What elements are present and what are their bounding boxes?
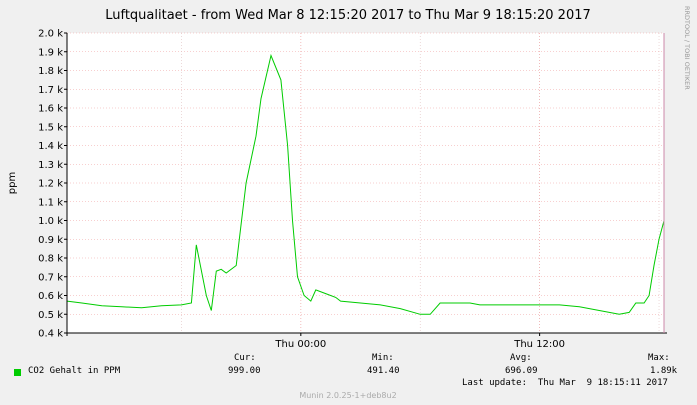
legend-max-value: 1.89k [650, 366, 678, 376]
legend-header-min: Min: [372, 353, 394, 363]
series-line [66, 53, 665, 315]
y-tick-label: 1.3 k [38, 160, 63, 171]
y-tick-label: 1.9 k [38, 47, 63, 58]
y-tick-label: 2.0 k [38, 29, 63, 40]
side-label: RRDTOOL / TOBI OETIKER [683, 6, 691, 90]
y-tick-label: 1.1 k [38, 197, 63, 208]
legend-color-swatch [14, 369, 21, 376]
y-tick-label: 0.5 k [38, 310, 63, 321]
y-axis: 0.4 k 0.5 k 0.6 k 0.7 k 0.8 k 0.9 k 1.0 k 1.1 k… [38, 29, 67, 340]
legend-cur-value: 999.00 [228, 366, 261, 376]
y-tick-label: 1.7 k [38, 85, 63, 96]
axes [66, 33, 667, 336]
y-tick-label: 0.4 k [38, 329, 63, 340]
y-tick-label: 1.6 k [38, 104, 63, 115]
legend-header-max: Max: [648, 353, 670, 363]
x-tick-label: Thu 12:00 [513, 339, 565, 350]
legend-avg-value: 696.09 [505, 366, 538, 376]
series-layer [66, 53, 665, 315]
y-tick-label: 1.8 k [38, 66, 63, 77]
legend-header-cur: Cur: [234, 353, 256, 363]
y-tick-label: 1.2 k [38, 179, 63, 190]
chart-title: Luftqualitaet - from Wed Mar 8 12:15:20 … [105, 8, 591, 23]
grid [67, 32, 664, 333]
y-tick-label: 0.7 k [38, 272, 63, 283]
y-tick-label: 0.6 k [38, 291, 63, 302]
y-axis-label: ppm [7, 172, 18, 194]
x-axis: Thu 00:00 Thu 12:00 [274, 333, 565, 350]
legend-header-avg: Avg: [510, 353, 532, 363]
footer-text: Munin 2.0.25-1+deb8u2 [299, 391, 396, 400]
y-tick-label: 1.5 k [38, 122, 63, 133]
y-tick-label: 1.0 k [38, 216, 63, 227]
y-tick-label: 1.4 k [38, 141, 63, 152]
legend-min-value: 491.40 [367, 366, 400, 376]
last-update: Last update: Thu Mar 9 18:15:11 2017 [462, 378, 668, 388]
legend-series-label: CO2 Gehalt in PPM [28, 366, 121, 376]
y-tick-label: 0.8 k [38, 254, 63, 265]
y-tick-label: 0.9 k [38, 235, 63, 246]
x-tick-label: Thu 00:00 [274, 339, 326, 350]
